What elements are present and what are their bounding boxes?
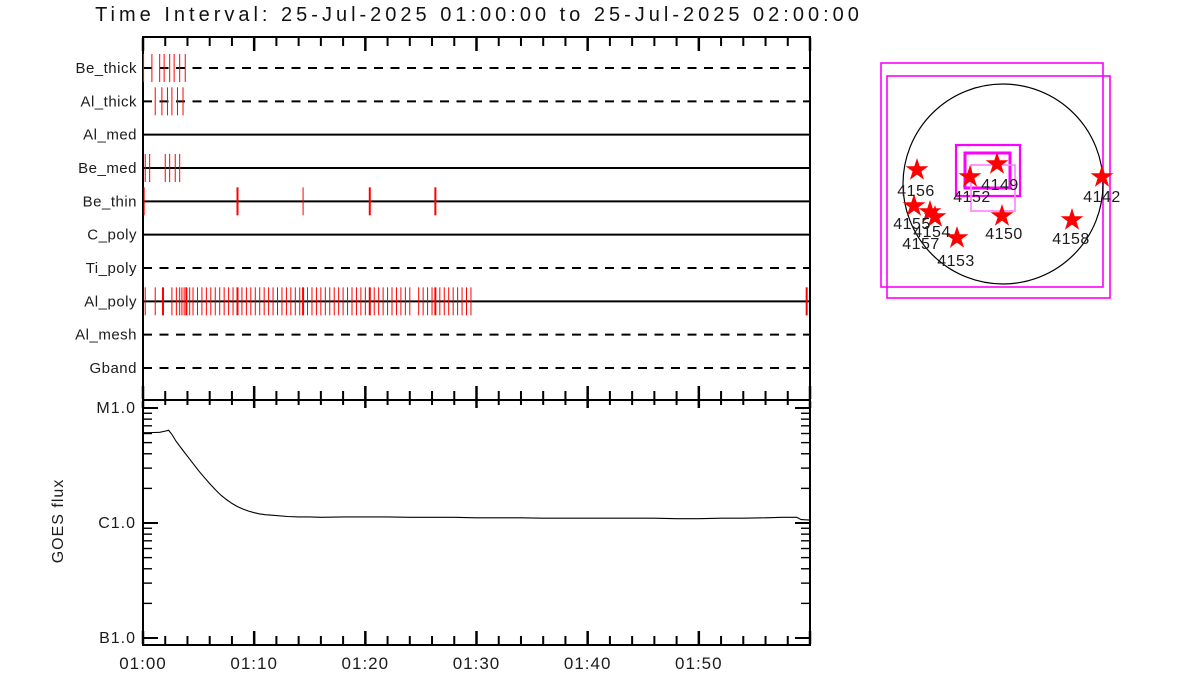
active-region-label: 4157: [902, 236, 940, 253]
filter-row-label: Al_poly: [84, 293, 137, 310]
active-region-star-icon: [958, 165, 982, 187]
active-region-label: 4158: [1052, 231, 1090, 248]
active-region-star-icon: [905, 158, 929, 180]
active-region-star-icon: [945, 226, 969, 248]
goes-yaxis-title: GOES flux: [50, 479, 67, 564]
time-axis-label: 01:00: [119, 654, 167, 673]
time-axis-label: 01:10: [230, 654, 278, 673]
filter-row-label: Ti_poly: [86, 260, 137, 277]
active-region-label: 4153: [937, 253, 975, 270]
pointing-box: [963, 151, 1012, 190]
time-axis-label: 01:50: [675, 654, 723, 673]
filter-panel-frame: [142, 36, 811, 401]
active-region-star-icon: [985, 152, 1009, 174]
active-region-star-icon: [923, 205, 947, 227]
filter-row-label: Be_thick: [75, 60, 137, 77]
fov-box: [886, 75, 1111, 299]
time-axis-label: 01:20: [342, 654, 390, 673]
active-region-label: 4150: [985, 226, 1023, 243]
active-region-label: 4155: [893, 216, 931, 233]
filter-row-label: Be_thin: [83, 193, 137, 210]
active-region-star-icon: [1090, 165, 1114, 187]
sun-limb-circle: [902, 83, 1104, 285]
page-title: Time Interval: 25-Jul-2025 01:00:00 to 2…: [95, 4, 863, 26]
time-axis-label: 01:30: [453, 654, 501, 673]
active-region-star-icon: [990, 204, 1014, 226]
filter-row-label: Al_mesh: [75, 327, 137, 344]
active-region-label: 4154: [913, 224, 951, 241]
filter-row-label: Al_thick: [80, 93, 137, 110]
active-region-star-icon: [918, 200, 942, 222]
pointing-box: [954, 143, 1022, 198]
goes-panel-frame: [142, 399, 811, 646]
goes-ytick-label: M1.0: [96, 400, 136, 417]
active-region-label: 4156: [897, 183, 935, 200]
filter-row-label: C_poly: [87, 227, 137, 244]
active-region-star-icon: [902, 194, 926, 216]
active-region-label: 4142: [1083, 189, 1121, 206]
filter-row-label: Be_med: [78, 160, 137, 177]
filter-row-label: Gband: [89, 360, 137, 377]
filter-row-label: Al_med: [83, 127, 137, 144]
active-region-star-icon: [1060, 208, 1084, 230]
active-region-label: 4149: [981, 177, 1019, 194]
goes-ytick-label: B1.0: [99, 630, 136, 647]
goes-ytick-label: C1.0: [98, 515, 136, 532]
goes-flux-curve: [143, 429, 811, 521]
time-axis-label: 01:40: [564, 654, 612, 673]
active-region-label: 4152: [953, 189, 991, 206]
